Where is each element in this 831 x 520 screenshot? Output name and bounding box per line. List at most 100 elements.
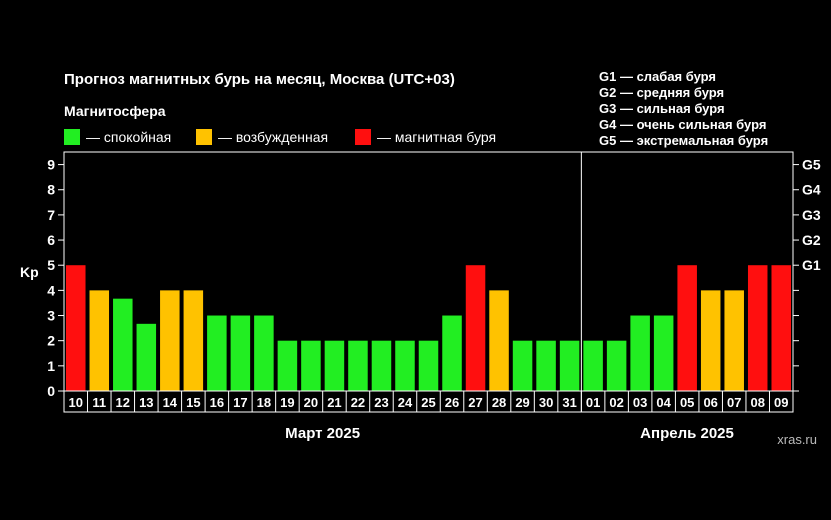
g-scale-g3: G3 — сильная буря	[599, 101, 725, 116]
bar	[489, 290, 509, 391]
bar	[277, 340, 298, 391]
x-tick-label: 02	[609, 395, 623, 410]
x-tick-label: 22	[351, 395, 365, 410]
bar	[89, 290, 110, 391]
bar	[536, 340, 556, 391]
x-tick-label: 06	[703, 395, 717, 410]
bar	[183, 290, 204, 391]
bar	[371, 340, 392, 391]
x-tick-label: 13	[139, 395, 153, 410]
x-tick-label: 05	[680, 395, 694, 410]
x-tick-label: 25	[421, 395, 435, 410]
chart-title: Прогноз магнитных бурь на месяц, Москва …	[64, 71, 455, 88]
watermark: xras.ru	[777, 432, 817, 447]
x-tick-label: 04	[656, 395, 671, 410]
y-tick-label: 8	[47, 182, 55, 198]
x-tick-label: 03	[633, 395, 647, 410]
bar	[724, 290, 744, 391]
legend-swatch-excited	[196, 129, 212, 145]
g-tick-label: G3	[802, 207, 821, 223]
plot-frame	[63, 151, 794, 413]
bar	[559, 340, 580, 391]
bar	[677, 265, 697, 391]
g-scale-g4: G4 — очень сильная буря	[599, 117, 767, 132]
bar	[700, 290, 721, 391]
legend-item-excited: — возбужденная	[196, 129, 328, 145]
g-scale-legend: G1 — слабая буря G2 — средняя буря G3 — …	[599, 69, 768, 149]
y-tick-label: 5	[47, 257, 55, 273]
g-tick-label: G2	[802, 232, 821, 248]
bar	[442, 315, 462, 391]
bar	[418, 340, 439, 391]
bar	[160, 290, 180, 391]
bar	[747, 265, 768, 391]
bar	[324, 340, 345, 391]
x-tick-label: 09	[774, 395, 788, 410]
y-tick-label: 2	[47, 333, 55, 349]
g-scale-g1: G1 — слабая буря	[599, 69, 717, 84]
y-tick-label: 3	[47, 308, 55, 324]
y-tick-label: 7	[47, 207, 55, 223]
x-tick-label: 07	[727, 395, 741, 410]
y-tick-label: 1	[47, 358, 55, 374]
bar	[230, 315, 251, 391]
legend-swatch-storm	[355, 129, 371, 145]
g-tick-label: G4	[802, 182, 821, 198]
y-tick-label: 4	[47, 282, 55, 298]
x-tick-label: 27	[468, 395, 482, 410]
bar	[301, 340, 321, 391]
legend-label-excited: — возбужденная	[218, 129, 329, 145]
x-tick-label: 11	[92, 395, 106, 410]
bar	[113, 298, 133, 391]
x-tick-label: 24	[398, 395, 413, 410]
x-tick-label: 20	[304, 395, 318, 410]
x-tick-label: 23	[374, 395, 388, 410]
g-tick-label: G1	[802, 257, 821, 273]
y-tick-label: 0	[47, 383, 55, 399]
bar	[207, 315, 227, 391]
legend-item-storm: — магнитная буря	[355, 129, 496, 145]
x-tick-label: 30	[539, 395, 553, 410]
legend-heading: Магнитосфера	[64, 103, 166, 119]
x-tick-label: 31	[562, 395, 576, 410]
bar	[512, 340, 533, 391]
x-tick-label: 21	[327, 395, 341, 410]
x-tick-label: 19	[280, 395, 294, 410]
x-tick-label: 28	[492, 395, 506, 410]
x-tick-label: 10	[69, 395, 83, 410]
g-scale-g2: G2 — средняя буря	[599, 85, 725, 100]
bar	[395, 340, 415, 391]
x-tick-label: 26	[445, 395, 459, 410]
bar	[254, 315, 274, 391]
y-tick-label: 6	[47, 232, 55, 248]
x-tick-label: 18	[257, 395, 271, 410]
x-tick-label: 14	[163, 395, 178, 410]
g-scale-g5: G5 — экстремальная буря	[599, 133, 769, 148]
bar	[348, 340, 368, 391]
bar	[465, 265, 486, 391]
y-axis-label: Kp	[20, 264, 39, 280]
bar	[653, 315, 674, 391]
x-tick-label: 16	[210, 395, 224, 410]
y-tick-label: 9	[47, 157, 55, 173]
x-tick-label: 15	[186, 395, 200, 410]
bar	[630, 315, 650, 391]
legend-label-storm: — магнитная буря	[377, 129, 497, 145]
month-label-march: Март 2025	[285, 425, 361, 442]
x-tick-label: 29	[515, 395, 529, 410]
x-tick-label: 08	[750, 395, 764, 410]
x-tick-label: 01	[586, 395, 600, 410]
legend-swatch-quiet	[64, 129, 80, 145]
legend-item-quiet: — спокойная	[64, 129, 171, 145]
bar	[606, 340, 627, 391]
x-tick-label: 12	[116, 395, 130, 410]
bar	[136, 323, 157, 391]
month-label-april: Апрель 2025	[640, 425, 734, 442]
bar	[771, 265, 791, 391]
x-tick-label: 17	[233, 395, 247, 410]
bar	[66, 265, 86, 391]
bar	[583, 340, 603, 391]
legend-label-quiet: — спокойная	[86, 129, 172, 145]
g-tick-label: G5	[802, 157, 821, 173]
